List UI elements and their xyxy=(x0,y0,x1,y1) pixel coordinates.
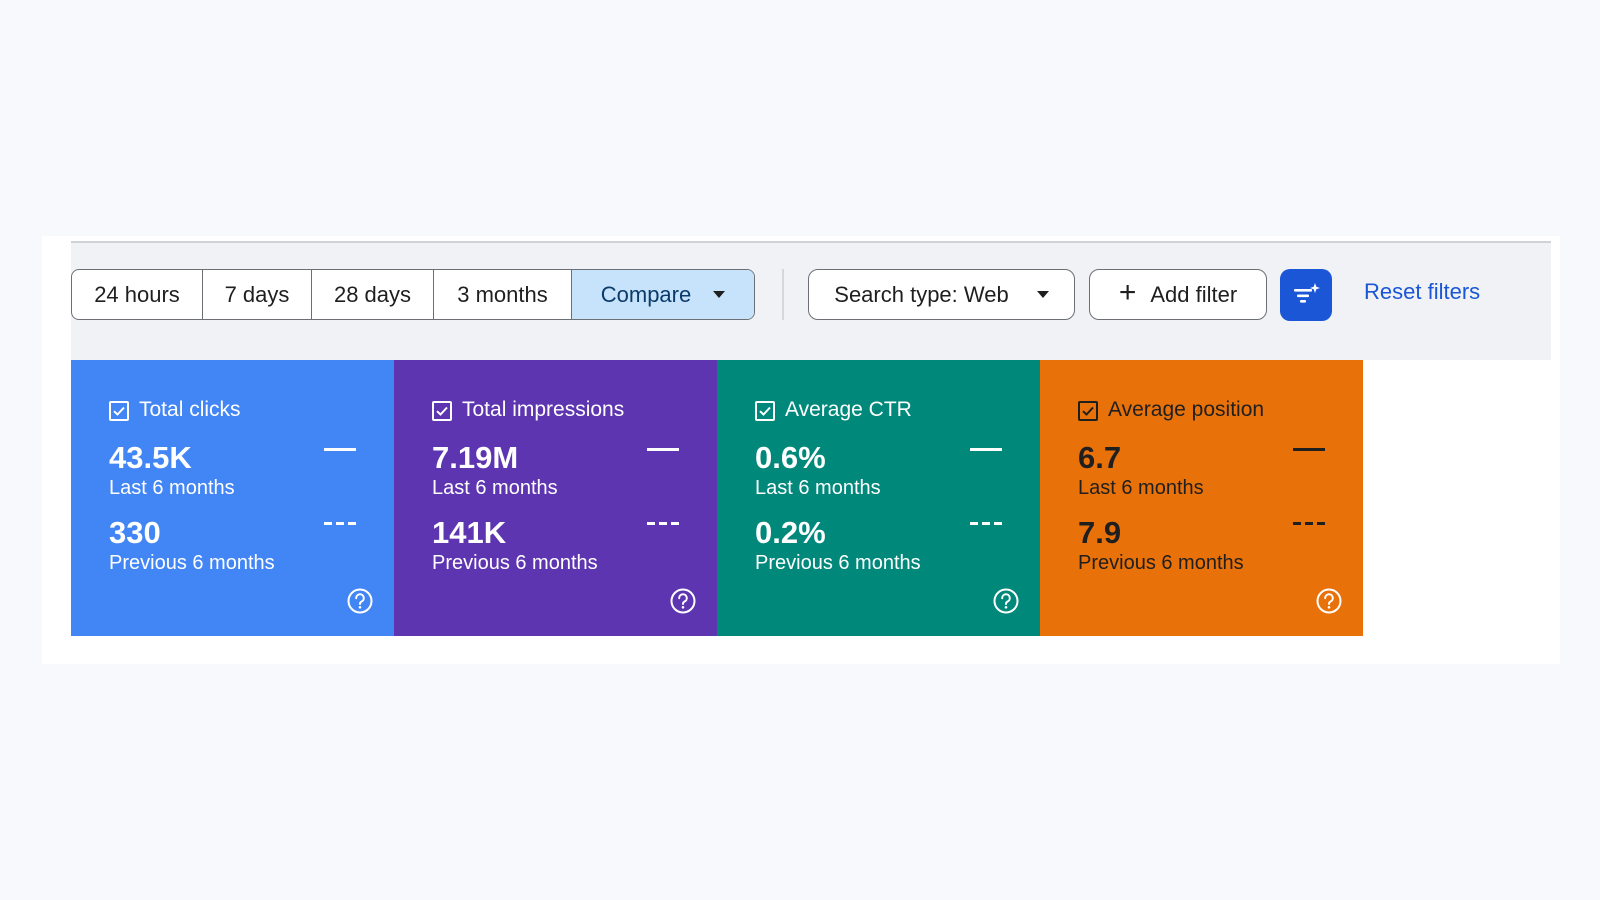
current-period-label: Last 6 months xyxy=(755,477,881,499)
add-filter-label: Add filter xyxy=(1150,281,1238,307)
top-divider xyxy=(71,241,1551,243)
metric-cards: Total clicks 43.5K Last 6 months 330 Pre… xyxy=(71,360,1363,636)
metric-previous-value: 0.2% xyxy=(755,515,826,550)
metric-current-value: 6.7 xyxy=(1078,440,1122,475)
range-7-days-button[interactable]: 7 days xyxy=(203,270,312,319)
solid-line-legend-icon xyxy=(1293,448,1325,451)
metric-current-value: 0.6% xyxy=(755,440,826,475)
plus-icon: + xyxy=(1118,276,1137,309)
range-28-days-button[interactable]: 28 days xyxy=(312,270,434,319)
current-period-label: Last 6 months xyxy=(109,477,235,499)
previous-period-label: Previous 6 months xyxy=(109,552,275,574)
metric-previous-value: 141K xyxy=(432,515,507,550)
metric-current-value: 43.5K xyxy=(109,440,192,475)
metric-label: Total clicks xyxy=(139,398,241,421)
range-3-months-button[interactable]: 3 months xyxy=(434,270,572,319)
dashed-line-legend-icon xyxy=(970,522,1002,525)
compare-label: Compare xyxy=(600,281,692,307)
solid-line-legend-icon xyxy=(324,448,356,451)
search-type-label: Search type: Web xyxy=(834,281,1009,307)
compare-button[interactable]: Compare xyxy=(572,270,754,319)
solid-line-legend-icon xyxy=(970,448,1002,451)
current-period-label: Last 6 months xyxy=(1078,477,1204,499)
checkbox-checked-icon[interactable] xyxy=(432,401,452,421)
help-circle-icon[interactable] xyxy=(1315,587,1343,615)
dashed-line-legend-icon xyxy=(324,522,356,525)
metric-current-value: 7.19M xyxy=(432,440,519,475)
metric-previous-value: 330 xyxy=(109,515,161,550)
add-filter-button[interactable]: + Add filter xyxy=(1089,269,1267,320)
metric-card-total-impressions[interactable]: Total impressions 7.19M Last 6 months 14… xyxy=(394,360,717,636)
checkbox-checked-icon[interactable] xyxy=(109,401,129,421)
metric-label: Average CTR xyxy=(785,398,912,421)
reset-filters-link[interactable]: Reset filters xyxy=(1364,279,1481,304)
previous-period-label: Previous 6 months xyxy=(432,552,598,574)
chevron-down-icon xyxy=(713,291,726,298)
dashed-line-legend-icon xyxy=(1293,522,1325,525)
metric-card-average-ctr[interactable]: Average CTR 0.6% Last 6 months 0.2% Prev… xyxy=(717,360,1040,636)
previous-period-label: Previous 6 months xyxy=(755,552,921,574)
help-circle-icon[interactable] xyxy=(346,587,374,615)
filter-sparkle-icon xyxy=(1294,283,1320,303)
solid-line-legend-icon xyxy=(647,448,679,451)
metric-card-total-clicks[interactable]: Total clicks 43.5K Last 6 months 330 Pre… xyxy=(71,360,394,636)
metric-label: Average position xyxy=(1108,398,1265,421)
toolbar-divider xyxy=(782,269,784,320)
filter-sparkle-button[interactable] xyxy=(1280,269,1332,321)
date-range-selector: 24 hours 7 days 28 days 3 months Compare xyxy=(71,269,755,320)
search-type-dropdown[interactable]: Search type: Web xyxy=(808,269,1075,320)
chevron-down-icon xyxy=(1036,291,1049,298)
metric-previous-value: 7.9 xyxy=(1078,515,1122,550)
checkbox-checked-icon[interactable] xyxy=(755,401,775,421)
metric-card-average-position[interactable]: Average position 6.7 Last 6 months 7.9 P… xyxy=(1040,360,1363,636)
previous-period-label: Previous 6 months xyxy=(1078,552,1244,574)
dashed-line-legend-icon xyxy=(647,522,679,525)
range-24-hours-button[interactable]: 24 hours xyxy=(72,270,203,319)
help-circle-icon[interactable] xyxy=(669,587,697,615)
metric-label: Total impressions xyxy=(462,398,625,421)
checkbox-checked-icon[interactable] xyxy=(1078,401,1098,421)
current-period-label: Last 6 months xyxy=(432,477,558,499)
help-circle-icon[interactable] xyxy=(992,587,1020,615)
